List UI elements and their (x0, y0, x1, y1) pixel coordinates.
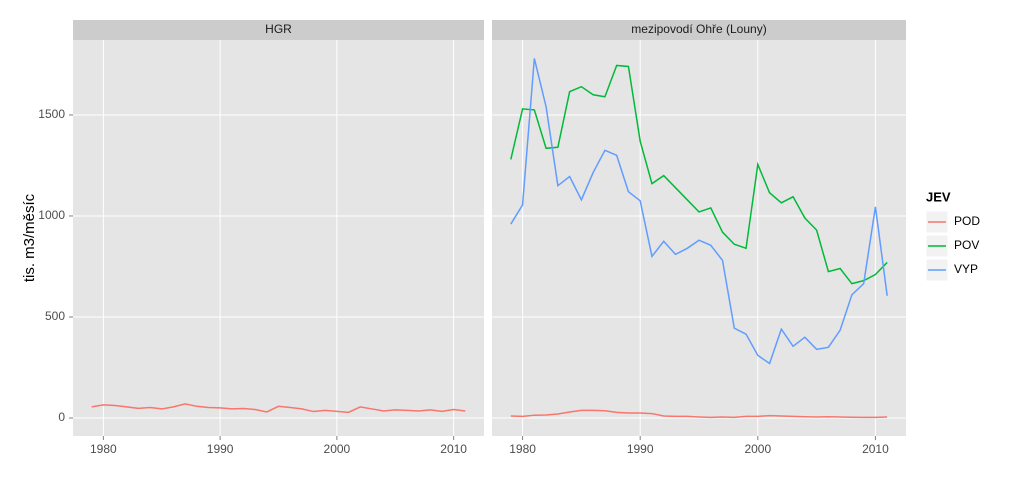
x-tick-label: 2000 (324, 442, 351, 456)
strip (73, 20, 484, 40)
strip-title: HGR (265, 22, 292, 36)
y-tick-label: 0 (58, 410, 65, 424)
y-tick-label: 500 (45, 309, 65, 323)
y-tick-label: 1000 (38, 208, 65, 222)
series-line (510, 58, 888, 365)
legend-label: POV (954, 238, 979, 252)
x-tick-label: 1990 (627, 442, 654, 456)
y-axis-label: tis. m3/měsíc (21, 193, 38, 282)
plot-panel (492, 40, 906, 436)
series-line (510, 409, 888, 419)
strip-title: mezipovodí Ohře (Louny) (631, 22, 766, 36)
series-line (91, 403, 466, 414)
x-tick-label: 1980 (509, 442, 536, 456)
legend-title: JEV (926, 189, 951, 204)
x-tick-label: 1990 (207, 442, 234, 456)
y-tick-label: 1500 (38, 107, 65, 121)
strip (492, 20, 906, 40)
legend-label: VYP (954, 262, 978, 276)
series-line (510, 64, 888, 285)
x-tick-label: 1980 (90, 442, 117, 456)
plot-panel (73, 40, 484, 436)
x-tick-label: 2010 (440, 442, 467, 456)
x-tick-label: 2010 (862, 442, 889, 456)
x-tick-label: 2000 (744, 442, 771, 456)
legend-label: POD (954, 214, 980, 228)
